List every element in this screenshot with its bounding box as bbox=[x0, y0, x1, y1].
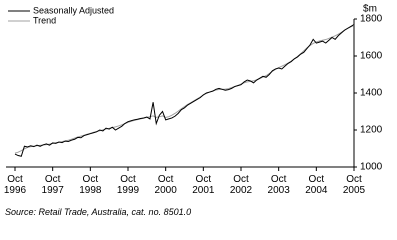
x-tick-label: Oct 1997 bbox=[41, 174, 64, 196]
series-line bbox=[14, 24, 355, 157]
x-tick-label: Oct 2003 bbox=[267, 174, 290, 196]
x-tick-label: Oct 1999 bbox=[116, 174, 140, 196]
x-tick-label: Oct 1998 bbox=[79, 174, 102, 196]
x-tick-label: Oct 2002 bbox=[229, 174, 253, 196]
y-tick-label: 1600 bbox=[360, 51, 383, 62]
chart-svg: $m 1000 1200 1400 1600 1800 Seasonally Adjust… bbox=[6, 4, 383, 173]
y-unit: $m bbox=[363, 4, 377, 15]
source-note: Source: Retail Trade, Australia, cat. no… bbox=[5, 207, 192, 217]
y-tick-label: 1400 bbox=[360, 88, 383, 99]
legend-label: Seasonally Adjusted bbox=[33, 5, 114, 15]
x-tick-label: Oct 2001 bbox=[192, 174, 215, 196]
y-tick-label: 1800 bbox=[360, 14, 383, 25]
y-tick-label: 1200 bbox=[360, 125, 383, 136]
x-tick-label: Oct 2000 bbox=[154, 174, 177, 196]
chart: $m 1000 1200 1400 1600 1800 Seasonally Adjust… bbox=[3, 4, 383, 217]
x-tick-label: Oct 2005 bbox=[342, 174, 366, 196]
x-tick-label: Oct 1996 bbox=[3, 174, 27, 196]
x-tick-label: Oct 2004 bbox=[305, 174, 328, 196]
y-tick-label: 1000 bbox=[360, 162, 383, 173]
legend-label: Trend bbox=[33, 15, 56, 25]
series-line bbox=[14, 24, 355, 154]
